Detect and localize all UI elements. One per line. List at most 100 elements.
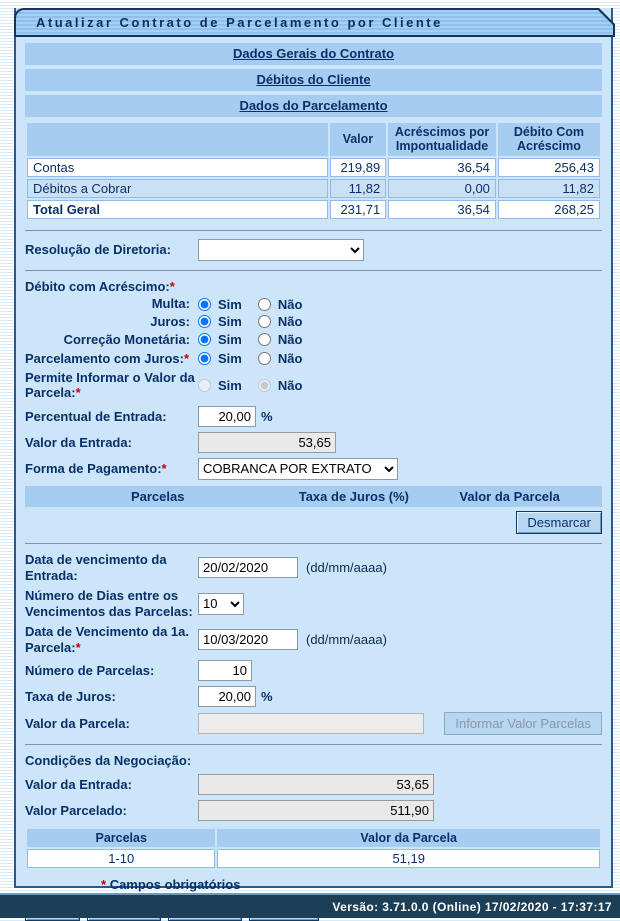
page-title: Atualizar Contrato de Parcelamento por C… bbox=[36, 15, 443, 30]
link-dados-gerais[interactable]: Dados Gerais do Contrato bbox=[232, 46, 395, 61]
correcao-nao-label: Não bbox=[277, 331, 303, 347]
debito-acrescimo-label: Débito com Acréscimo:* bbox=[25, 278, 175, 294]
juros-nao-label: Não bbox=[277, 314, 303, 330]
valor-parcelado-field bbox=[198, 800, 434, 822]
valor-parcela-field bbox=[198, 713, 424, 735]
permite-sim-radio bbox=[198, 378, 211, 392]
separator bbox=[25, 229, 602, 231]
juros-sim-radio[interactable] bbox=[198, 315, 211, 329]
resolucao-select[interactable] bbox=[198, 238, 364, 261]
table-row: Contas 219,89 36,54 256,43 bbox=[27, 157, 600, 177]
multa-nao-radio[interactable] bbox=[257, 297, 271, 311]
link-debitos-cliente[interactable]: Débitos do Cliente bbox=[256, 72, 371, 87]
separator bbox=[25, 269, 602, 271]
juros-label: Juros: bbox=[150, 313, 190, 329]
data-vencimento-entrada-label: Data de vencimento da Entrada: bbox=[25, 551, 167, 583]
data-primeira-parcela-label: Data de Vencimento da 1a. Parcela:* bbox=[25, 624, 190, 655]
totals-header-valor: Valor bbox=[329, 123, 387, 156]
taxa-juros-input[interactable] bbox=[198, 686, 256, 708]
table-row: Débitos a Cobrar 11,82 0,00 11,82 bbox=[27, 178, 600, 198]
multa-sim-label: Sim bbox=[218, 296, 242, 312]
parcels-result-table: Parcelas Valor da Parcela 1-10 51,19 bbox=[25, 827, 602, 870]
permite-nao-radio bbox=[257, 378, 271, 392]
required-asterisk: * bbox=[75, 639, 81, 655]
juros-nao-radio[interactable] bbox=[257, 315, 271, 329]
totals-header-row: Valor Acréscimos por Impontualidade Débi… bbox=[27, 123, 600, 156]
condicoes-valor-entrada-field bbox=[198, 774, 434, 796]
cell-valor: 11,82 bbox=[329, 178, 387, 198]
parcels-result-header-row: Parcelas Valor da Parcela bbox=[27, 829, 600, 848]
cell-valor: 231,71 bbox=[329, 199, 387, 219]
parcels-header-bar: Parcelas Taxa de Juros (%) Valor da Parc… bbox=[25, 485, 602, 507]
separator bbox=[25, 744, 602, 746]
percentual-entrada-label: Percentual de Entrada: bbox=[25, 408, 167, 424]
parcelamento-nao-label: Não bbox=[277, 351, 303, 367]
valor-entrada-field bbox=[198, 431, 336, 453]
row-label: Contas bbox=[27, 157, 328, 177]
parcels-header-valor: Valor da Parcela bbox=[459, 488, 560, 504]
required-asterisk: * bbox=[75, 385, 81, 401]
nav-bar-debitos-cliente: Débitos do Cliente bbox=[25, 69, 602, 91]
row-label: Total Geral bbox=[27, 199, 328, 219]
permite-sim-label: Sim bbox=[218, 377, 242, 393]
parcels-header-taxa: Taxa de Juros (%) bbox=[298, 488, 410, 504]
date-format-hint: (dd/mm/aaaa) bbox=[306, 560, 387, 575]
cell-debito: 256,43 bbox=[497, 157, 600, 177]
forma-pagamento-label: Forma de Pagamento:* bbox=[25, 461, 167, 477]
correcao-radio-group: Sim Não bbox=[198, 332, 314, 347]
taxa-juros-label: Taxa de Juros: bbox=[25, 689, 116, 705]
required-asterisk: * bbox=[101, 877, 107, 893]
juros-sim-label: Sim bbox=[218, 314, 242, 330]
permite-informar-label: Permite Informar o Valor da Parcela:* bbox=[25, 369, 195, 401]
totals-header-empty bbox=[27, 123, 328, 156]
numero-dias-label: Número de Dias entre os Vencimentos das … bbox=[25, 588, 193, 619]
condicoes-title: Condições da Negociação: bbox=[25, 753, 192, 769]
valor-entrada-label: Valor da Entrada: bbox=[25, 434, 132, 450]
required-fields-note: * Campos obrigatórios bbox=[101, 877, 241, 893]
link-dados-parcelamento[interactable]: Dados do Parcelamento bbox=[239, 98, 388, 113]
parcels-result-header-valor: Valor da Parcela bbox=[217, 829, 600, 848]
correcao-sim-label: Sim bbox=[218, 331, 242, 347]
percent-suffix: % bbox=[261, 408, 273, 424]
nav-bar-dados-parcelamento: Dados do Parcelamento bbox=[25, 95, 602, 117]
correcao-sim-radio[interactable] bbox=[198, 332, 211, 346]
cell-valor: 219,89 bbox=[329, 157, 387, 177]
parcelamento-juros-label: Parcelamento com Juros:* bbox=[25, 351, 190, 367]
required-asterisk: * bbox=[183, 351, 190, 367]
parcelamento-sim-radio[interactable] bbox=[198, 352, 211, 366]
resolucao-label: Resolução de Diretoria: bbox=[25, 241, 171, 257]
cell-acrescimos: 36,54 bbox=[388, 199, 496, 219]
forma-pagamento-select[interactable]: COBRANCA POR EXTRATO bbox=[198, 457, 398, 480]
row-label: Débitos a Cobrar bbox=[27, 178, 328, 198]
required-asterisk: * bbox=[169, 278, 175, 294]
multa-label: Multa: bbox=[151, 296, 190, 312]
parcelamento-nao-radio[interactable] bbox=[257, 352, 271, 366]
cell-parcelas: 1-10 bbox=[27, 849, 216, 869]
multa-sim-radio[interactable] bbox=[198, 297, 211, 311]
numero-dias-select[interactable]: 10 bbox=[198, 592, 244, 615]
parcelamento-sim-label: Sim bbox=[218, 351, 242, 367]
totals-header-debito: Débito Com Acréscimo bbox=[497, 123, 600, 156]
condicoes-valor-entrada-label: Valor da Entrada: bbox=[25, 776, 132, 792]
permite-nao-label: Não bbox=[277, 377, 303, 393]
data-vencimento-entrada-input[interactable] bbox=[198, 557, 298, 578]
date-format-hint: (dd/mm/aaaa) bbox=[306, 632, 387, 648]
percentual-entrada-input[interactable] bbox=[198, 405, 256, 427]
parcelamento-radio-group: Sim Não bbox=[198, 351, 314, 366]
correcao-nao-radio[interactable] bbox=[257, 332, 271, 346]
main-panel: Atualizar Contrato de Parcelamento por C… bbox=[14, 8, 615, 921]
cell-acrescimos: 0,00 bbox=[388, 178, 496, 198]
desmarcar-button[interactable]: Desmarcar bbox=[516, 510, 602, 534]
multa-nao-label: Não bbox=[277, 296, 303, 312]
cell-debito: 268,25 bbox=[497, 199, 600, 219]
cell-valor-parcela: 51,19 bbox=[217, 849, 600, 869]
cell-acrescimos: 36,54 bbox=[388, 157, 496, 177]
status-bar: Versão: 3.71.0.0 (Online) 17/02/2020 - 1… bbox=[0, 893, 620, 918]
permite-radio-group: Sim Não bbox=[198, 378, 314, 393]
totals-table: Valor Acréscimos por Impontualidade Débi… bbox=[25, 121, 602, 221]
numero-parcelas-label: Número de Parcelas: bbox=[25, 663, 155, 679]
window-title-bar: Atualizar Contrato de Parcelamento por C… bbox=[14, 8, 615, 37]
numero-parcelas-input[interactable] bbox=[198, 660, 252, 682]
nav-bar-dados-gerais: Dados Gerais do Contrato bbox=[25, 43, 602, 65]
data-primeira-parcela-input[interactable] bbox=[198, 629, 298, 651]
